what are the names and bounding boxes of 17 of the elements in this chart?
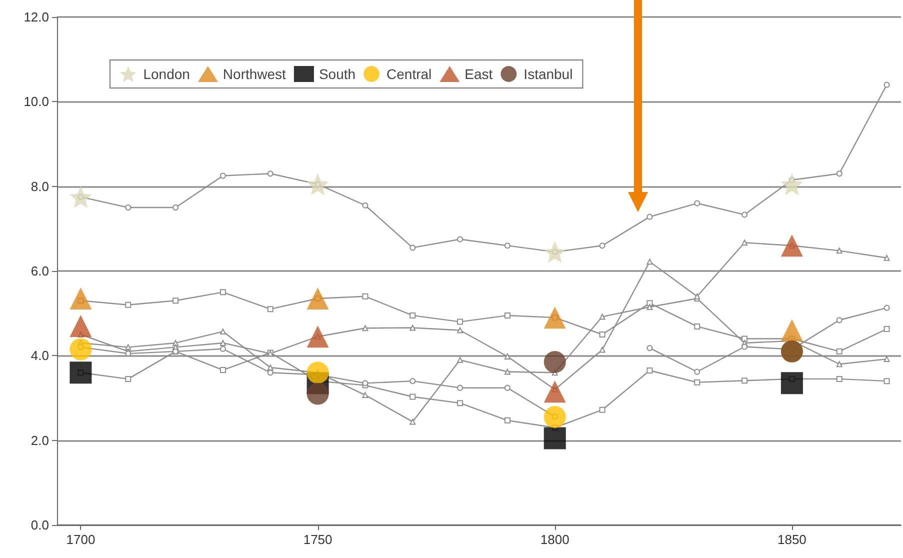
legend-label: Northwest [222, 66, 286, 82]
x-tick-label: 1700 [66, 532, 96, 547]
legend-label: Istanbul [524, 66, 573, 82]
y-tick-label: 8.0 [30, 178, 49, 194]
y-tick-label: 0.0 [30, 518, 49, 532]
y-tick-label: 12.0 [24, 10, 49, 24]
y-tick-label: 6.0 [30, 264, 49, 278]
y-tick-label: 2.0 [30, 432, 49, 448]
y-tick-label: 4.0 [30, 348, 49, 364]
legend-label: South [318, 66, 356, 82]
x-tick-label: 1800 [540, 532, 570, 547]
y-tick-label: 10.0 [24, 94, 49, 110]
legend-label: Central [386, 66, 432, 82]
x-tick-label: 1750 [303, 532, 332, 547]
legend-label: East [464, 66, 493, 82]
x-tick-label: 1850 [777, 532, 806, 547]
legend-label: London [143, 66, 190, 82]
